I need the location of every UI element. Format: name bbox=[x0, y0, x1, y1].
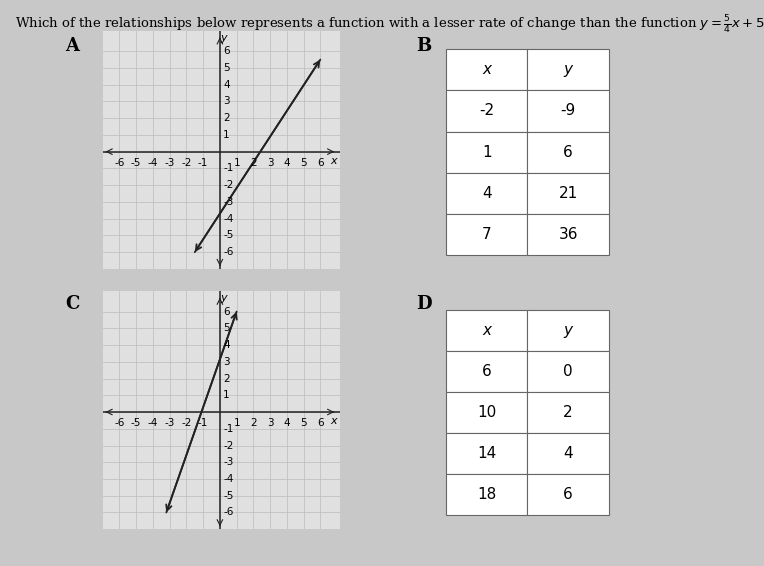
Text: 14: 14 bbox=[478, 446, 497, 461]
Text: 7: 7 bbox=[482, 227, 491, 242]
Text: -3: -3 bbox=[164, 157, 175, 168]
Text: -6: -6 bbox=[115, 418, 125, 428]
Text: 5: 5 bbox=[223, 323, 230, 333]
Text: y: y bbox=[564, 62, 572, 78]
Text: -5: -5 bbox=[131, 157, 141, 168]
Text: -4: -4 bbox=[147, 418, 158, 428]
Text: 6: 6 bbox=[223, 307, 230, 316]
Text: -1: -1 bbox=[223, 164, 234, 173]
FancyBboxPatch shape bbox=[527, 310, 609, 351]
FancyBboxPatch shape bbox=[446, 131, 527, 173]
Text: -4: -4 bbox=[223, 474, 234, 484]
Text: 3: 3 bbox=[267, 157, 274, 168]
FancyBboxPatch shape bbox=[527, 131, 609, 173]
Text: 1: 1 bbox=[223, 130, 230, 140]
Text: -1: -1 bbox=[198, 418, 209, 428]
Text: -2: -2 bbox=[223, 440, 234, 451]
Text: -6: -6 bbox=[115, 157, 125, 168]
Text: -2: -2 bbox=[181, 418, 192, 428]
Text: x: x bbox=[482, 323, 491, 338]
Text: 6: 6 bbox=[482, 364, 492, 379]
FancyBboxPatch shape bbox=[527, 173, 609, 214]
Text: -6: -6 bbox=[223, 247, 234, 257]
Text: 4: 4 bbox=[223, 340, 230, 350]
Text: -9: -9 bbox=[561, 104, 576, 118]
Text: y: y bbox=[221, 33, 228, 43]
Text: x: x bbox=[330, 156, 337, 166]
Text: 4: 4 bbox=[563, 446, 573, 461]
FancyBboxPatch shape bbox=[446, 433, 527, 474]
Text: -6: -6 bbox=[223, 508, 234, 517]
FancyBboxPatch shape bbox=[446, 49, 527, 91]
Text: -3: -3 bbox=[223, 197, 234, 207]
Text: 6: 6 bbox=[563, 487, 573, 503]
Text: x: x bbox=[330, 416, 337, 426]
Text: 4: 4 bbox=[482, 186, 491, 201]
Text: -2: -2 bbox=[479, 104, 494, 118]
Text: -2: -2 bbox=[223, 180, 234, 190]
Text: C: C bbox=[65, 295, 79, 314]
FancyBboxPatch shape bbox=[446, 351, 527, 392]
Text: 1: 1 bbox=[233, 157, 240, 168]
Text: 2: 2 bbox=[250, 418, 257, 428]
Text: -5: -5 bbox=[223, 491, 234, 501]
FancyBboxPatch shape bbox=[527, 91, 609, 131]
Text: -1: -1 bbox=[223, 424, 234, 434]
Text: 36: 36 bbox=[558, 227, 578, 242]
Text: 4: 4 bbox=[283, 418, 290, 428]
FancyBboxPatch shape bbox=[446, 392, 527, 433]
Text: -3: -3 bbox=[164, 418, 175, 428]
Text: 3: 3 bbox=[223, 357, 230, 367]
FancyBboxPatch shape bbox=[446, 214, 527, 255]
FancyBboxPatch shape bbox=[527, 392, 609, 433]
Text: D: D bbox=[416, 295, 432, 314]
Text: 21: 21 bbox=[558, 186, 578, 201]
Text: 4: 4 bbox=[283, 157, 290, 168]
FancyBboxPatch shape bbox=[446, 310, 527, 351]
Text: 4: 4 bbox=[223, 80, 230, 89]
Text: 5: 5 bbox=[300, 157, 307, 168]
Text: 5: 5 bbox=[300, 418, 307, 428]
Text: 2: 2 bbox=[250, 157, 257, 168]
FancyBboxPatch shape bbox=[446, 173, 527, 214]
Text: 2: 2 bbox=[563, 405, 573, 420]
Text: x: x bbox=[482, 62, 491, 78]
Text: 18: 18 bbox=[478, 487, 497, 503]
Text: -3: -3 bbox=[223, 457, 234, 468]
Text: -4: -4 bbox=[147, 157, 158, 168]
Text: 3: 3 bbox=[223, 96, 230, 106]
Text: 2: 2 bbox=[223, 374, 230, 384]
Text: B: B bbox=[416, 37, 432, 55]
Text: -4: -4 bbox=[223, 213, 234, 224]
FancyBboxPatch shape bbox=[527, 214, 609, 255]
Text: y: y bbox=[221, 293, 228, 303]
Text: 6: 6 bbox=[317, 418, 324, 428]
FancyBboxPatch shape bbox=[446, 474, 527, 516]
FancyBboxPatch shape bbox=[527, 433, 609, 474]
FancyBboxPatch shape bbox=[527, 474, 609, 516]
Text: 6: 6 bbox=[223, 46, 230, 56]
Text: -1: -1 bbox=[198, 157, 209, 168]
Text: 1: 1 bbox=[233, 418, 240, 428]
Text: -2: -2 bbox=[181, 157, 192, 168]
Text: -5: -5 bbox=[223, 230, 234, 241]
FancyBboxPatch shape bbox=[527, 49, 609, 91]
Text: -5: -5 bbox=[131, 418, 141, 428]
Text: 2: 2 bbox=[223, 113, 230, 123]
FancyBboxPatch shape bbox=[446, 91, 527, 131]
Text: 1: 1 bbox=[482, 145, 491, 160]
Text: y: y bbox=[564, 323, 572, 338]
FancyBboxPatch shape bbox=[527, 351, 609, 392]
Text: 10: 10 bbox=[478, 405, 497, 420]
Text: 6: 6 bbox=[317, 157, 324, 168]
Text: 6: 6 bbox=[563, 145, 573, 160]
Text: 3: 3 bbox=[267, 418, 274, 428]
Text: 1: 1 bbox=[223, 391, 230, 400]
Text: 0: 0 bbox=[563, 364, 573, 379]
Text: A: A bbox=[65, 37, 79, 55]
Text: 5: 5 bbox=[223, 63, 230, 73]
Text: Which of the relationships below represents a function with a lesser rate of cha: Which of the relationships below represe… bbox=[15, 14, 764, 36]
